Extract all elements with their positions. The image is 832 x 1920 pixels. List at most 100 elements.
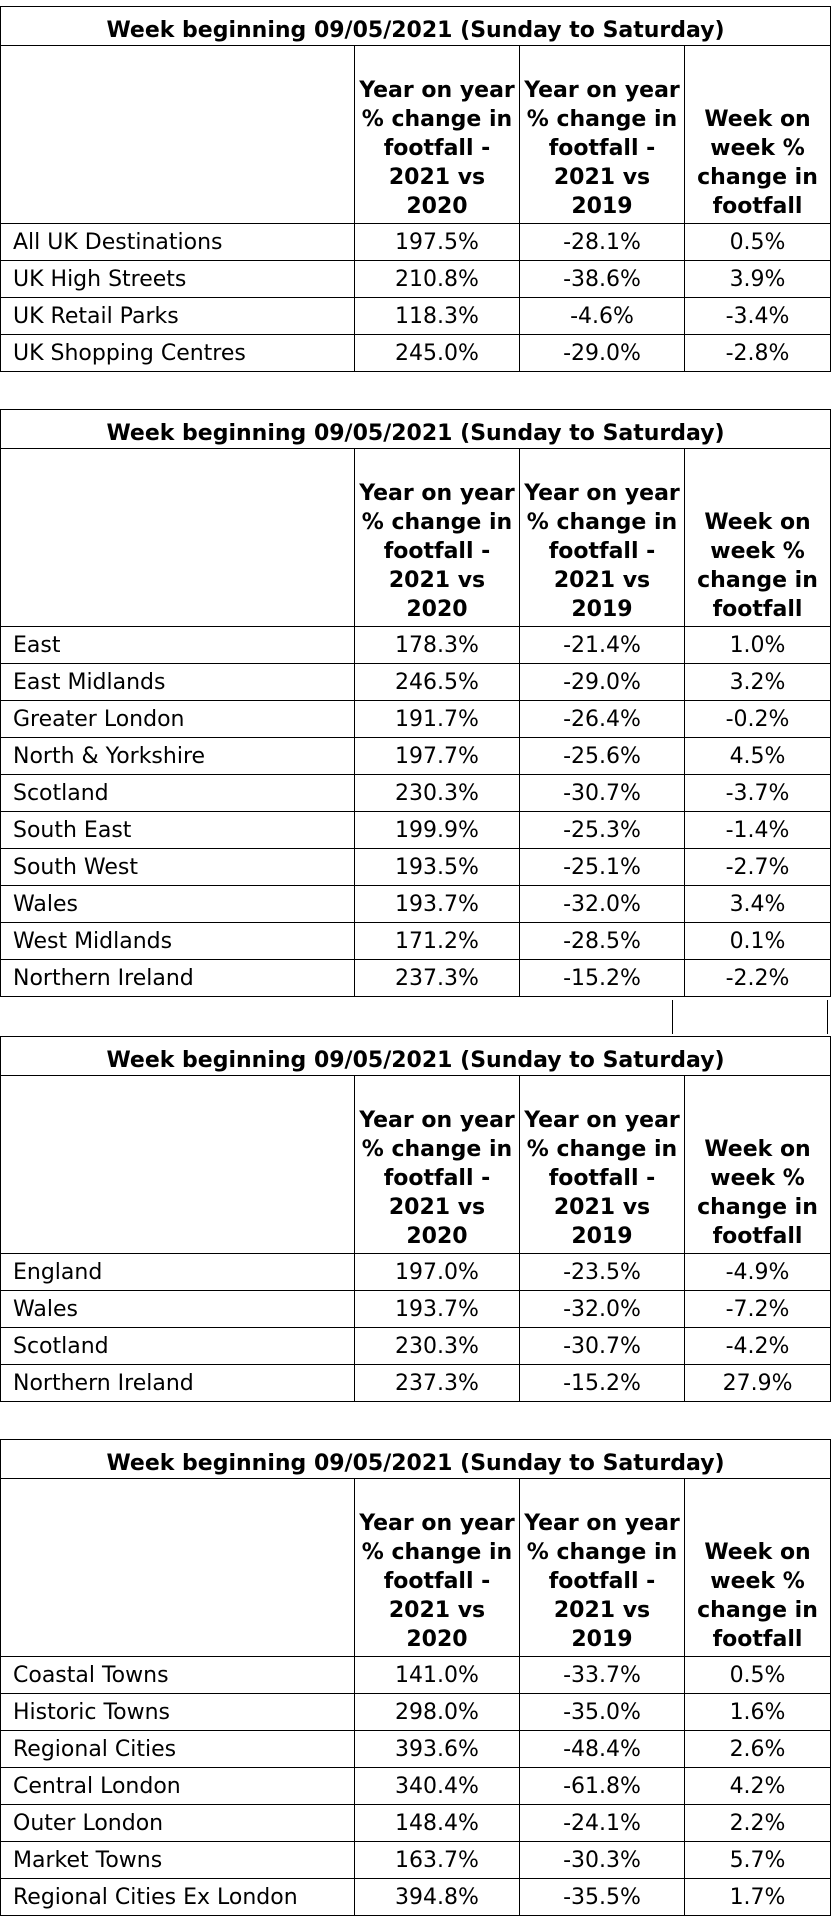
row-label: East [0,626,355,664]
row-label: North & Yorkshire [0,737,355,775]
value-week-on-week: 2.2% [683,1804,832,1842]
footfall-table-town-types: Week beginning 09/05/2021 (Sunday to Sat… [0,1439,832,1916]
value-yoy-2019: -48.4% [519,1730,685,1768]
value-yoy-2020: 199.9% [354,811,520,849]
value-yoy-2019: -30.7% [519,1327,685,1365]
table-header-row: Year on year % change in footfall - 2021… [0,1075,832,1254]
value-yoy-2020: 230.3% [354,774,520,812]
value-week-on-week: 27.9% [683,1364,832,1402]
row-label: Scotland [0,774,355,812]
row-label: Wales [0,1290,355,1328]
value-yoy-2020: 393.6% [354,1730,520,1768]
table-title: Week beginning 09/05/2021 (Sunday to Sat… [0,6,832,46]
row-label: England [0,1253,355,1291]
value-week-on-week: -3.4% [683,297,832,335]
table-row: East 178.3% -21.4% 1.0% [0,626,832,664]
value-week-on-week: 3.2% [683,663,832,701]
value-yoy-2020: 148.4% [354,1804,520,1842]
value-yoy-2020: 141.0% [354,1656,520,1694]
table-title-row: Week beginning 09/05/2021 (Sunday to Sat… [0,6,832,46]
header-blank-cell [0,1478,355,1657]
value-yoy-2020: 193.7% [354,1290,520,1328]
value-yoy-2020: 197.7% [354,737,520,775]
header-yoy-2020: Year on year % change in footfall - 2021… [354,1075,520,1254]
table-row: England 197.0% -23.5% -4.9% [0,1253,832,1291]
row-label: UK High Streets [0,260,355,298]
row-label: South West [0,848,355,886]
table-row: South East 199.9% -25.3% -1.4% [0,811,832,849]
row-label: Greater London [0,700,355,738]
value-yoy-2020: 246.5% [354,663,520,701]
table-row: Regional Cities Ex London 394.8% -35.5% 1.7… [0,1878,832,1916]
value-yoy-2020: 118.3% [354,297,520,335]
value-week-on-week: -1.4% [683,811,832,849]
value-yoy-2019: -15.2% [519,1364,685,1402]
row-label: Outer London [0,1804,355,1842]
value-week-on-week: 0.1% [683,922,832,960]
value-week-on-week: -4.2% [683,1327,832,1365]
value-yoy-2019: -28.1% [519,223,685,261]
table-row: UK Shopping Centres 245.0% -29.0% -2.8% [0,334,832,372]
value-week-on-week: 2.6% [683,1730,832,1768]
value-week-on-week: -4.9% [683,1253,832,1291]
value-week-on-week: -7.2% [683,1290,832,1328]
value-yoy-2020: 163.7% [354,1841,520,1879]
table-row: UK High Streets 210.8% -38.6% 3.9% [0,260,832,298]
table-row: Regional Cities 393.6% -48.4% 2.6% [0,1730,832,1768]
value-yoy-2019: -15.2% [519,959,685,997]
value-yoy-2019: -28.5% [519,922,685,960]
row-label: South East [0,811,355,849]
table-header-row: Year on year % change in footfall - 2021… [0,448,832,627]
value-yoy-2020: 230.3% [354,1327,520,1365]
row-label: All UK Destinations [0,223,355,261]
header-yoy-2020: Year on year % change in footfall - 2021… [354,1478,520,1657]
table-row: East Midlands 246.5% -29.0% 3.2% [0,663,832,701]
row-label: UK Retail Parks [0,297,355,335]
empty-cell [672,1000,828,1034]
table-row: Wales 193.7% -32.0% 3.4% [0,885,832,923]
value-yoy-2020: 178.3% [354,626,520,664]
header-yoy-2020: Year on year % change in footfall - 2021… [354,448,520,627]
row-label: Wales [0,885,355,923]
value-yoy-2019: -30.3% [519,1841,685,1879]
table-body: Week beginning 09/05/2021 (Sunday to Sat… [0,1439,832,1916]
row-label: Coastal Towns [0,1656,355,1694]
value-week-on-week: 1.7% [683,1878,832,1916]
value-week-on-week: -2.8% [683,334,832,372]
header-blank-cell [0,448,355,627]
row-label: Regional Cities Ex London [0,1878,355,1916]
table-row: All UK Destinations 197.5% -28.1% 0.5% [0,223,832,261]
value-yoy-2020: 237.3% [354,1364,520,1402]
value-yoy-2020: 237.3% [354,959,520,997]
value-yoy-2020: 298.0% [354,1693,520,1731]
footfall-table-nations: Week beginning 09/05/2021 (Sunday to Sat… [0,1036,832,1402]
header-yoy-2020: Year on year % change in footfall - 2021… [354,45,520,224]
value-yoy-2019: -23.5% [519,1253,685,1291]
value-yoy-2020: 171.2% [354,922,520,960]
table-row: Scotland 230.3% -30.7% -4.2% [0,1327,832,1365]
table-row: Coastal Towns 141.0% -33.7% 0.5% [0,1656,832,1694]
value-yoy-2019: -30.7% [519,774,685,812]
value-yoy-2020: 193.7% [354,885,520,923]
row-label: West Midlands [0,922,355,960]
header-week-on-week: Week on week % change in footfall [683,1075,832,1254]
value-week-on-week: -3.7% [683,774,832,812]
table-row: Greater London 191.7% -26.4% -0.2% [0,700,832,738]
value-yoy-2019: -35.0% [519,1693,685,1731]
footfall-table-regions: Week beginning 09/05/2021 (Sunday to Sat… [0,409,832,997]
header-week-on-week: Week on week % change in footfall [683,448,832,627]
row-label: Central London [0,1767,355,1805]
table-header-row: Year on year % change in footfall - 2021… [0,1478,832,1657]
table-row: Northern Ireland 237.3% -15.2% 27.9% [0,1364,832,1402]
table-row: Central London 340.4% -61.8% 4.2% [0,1767,832,1805]
table-body: Week beginning 09/05/2021 (Sunday to Sat… [0,409,832,997]
value-yoy-2019: -25.1% [519,848,685,886]
table-header-row: Year on year % change in footfall - 2021… [0,45,832,224]
value-week-on-week: 0.5% [683,223,832,261]
value-yoy-2019: -29.0% [519,663,685,701]
table-body: Week beginning 09/05/2021 (Sunday to Sat… [0,1036,832,1402]
value-yoy-2020: 193.5% [354,848,520,886]
header-blank-cell [0,45,355,224]
value-yoy-2020: 340.4% [354,1767,520,1805]
header-week-on-week: Week on week % change in footfall [683,1478,832,1657]
